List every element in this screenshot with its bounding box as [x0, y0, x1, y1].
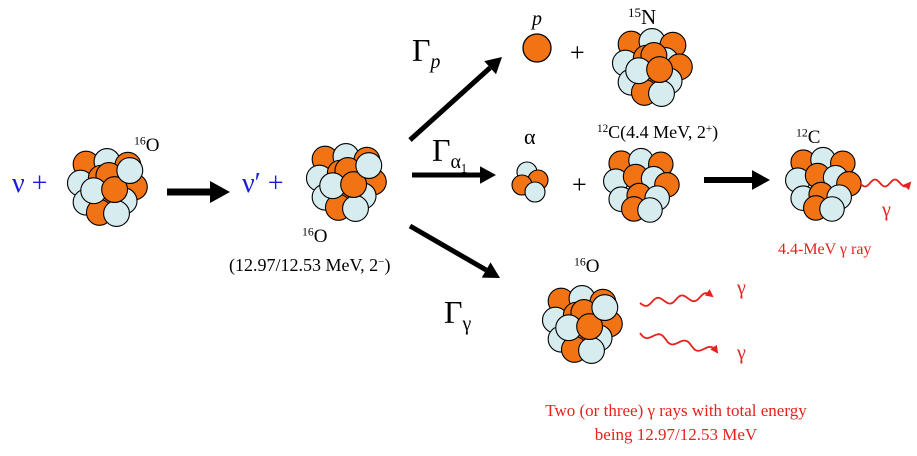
initial-nucleus-mass: 16 — [134, 134, 146, 148]
excited-state-label: (12.97/12.53 MeV, 2−) — [229, 256, 390, 274]
initial-neutrino-label: ν + — [12, 168, 48, 199]
main-reaction-arrow-icon — [167, 181, 230, 203]
alpha-width-subscript: α1 — [450, 150, 468, 176]
alpha-product-symbol: C — [608, 122, 621, 142]
excited-nucleus-label: 16O — [302, 225, 328, 247]
neutron-ball — [637, 197, 663, 223]
gamma-ray-2-wavy-arrow-icon — [639, 332, 719, 354]
excited-nucleus-icon — [305, 142, 387, 222]
alpha-final-label: 12C — [796, 126, 821, 148]
alpha-product-mass: 12 — [597, 122, 609, 135]
alpha-channel-arrow-icon — [412, 166, 496, 184]
alpha-product-label: 12C(4.4 MeV, 2+) — [597, 123, 718, 141]
alpha-label: α — [524, 124, 536, 149]
alpha-width-subscript-index: 1 — [460, 161, 468, 176]
neutron-ball — [524, 181, 546, 203]
alpha-gamma-wavy-arrow-icon — [859, 178, 912, 191]
gamma-width-symbol: Γ — [444, 294, 463, 330]
alpha-final-nucleus-icon — [785, 146, 862, 222]
proton-width-label: Γp — [412, 32, 440, 72]
alpha-icon — [511, 161, 549, 203]
alpha-final-symbol: C — [807, 127, 821, 148]
neutron-ball — [103, 200, 130, 227]
gamma-width-label: Γγ — [444, 294, 471, 334]
proton-ball — [576, 313, 604, 341]
gamma-width-subscript: γ — [462, 312, 472, 335]
alpha-width-label: Γα1 — [432, 132, 467, 174]
gamma-ray-1-wavy-arrow-icon — [639, 289, 714, 307]
alpha-gamma-energy-label: 4.4-MeV γ ray — [778, 241, 872, 258]
proton-ball — [646, 56, 674, 84]
alpha-width-subscript-alpha: α — [450, 150, 461, 173]
excited-state-prefix: (12.97/12.53 MeV, 2 — [229, 255, 379, 275]
proton-label: p — [532, 8, 542, 30]
excited-neutrino-label: ν′ + — [242, 168, 284, 199]
neutron-ball — [578, 337, 605, 364]
excited-state-parity: − — [378, 255, 385, 268]
alpha-product-state-suffix: ) — [712, 122, 719, 142]
alpha-plus: + — [572, 170, 587, 199]
gamma-caption-line1: Two (or three) γ rays with total energy — [545, 401, 807, 420]
alpha-final-mass: 12 — [796, 126, 808, 140]
proton-product-mass: 15 — [628, 4, 642, 20]
neutron-ball — [648, 80, 675, 107]
excited-nucleus-symbol: O — [313, 226, 328, 247]
deexcitation-arrow-icon — [704, 170, 770, 190]
alpha-product-parity: + — [705, 122, 713, 135]
proton-channel-arrow-icon — [408, 57, 502, 142]
gamma-nucleus-label: 16O — [574, 255, 600, 277]
proton-ball — [101, 176, 129, 204]
initial-nucleus-symbol: O — [145, 135, 160, 156]
proton-width-subscript: p — [430, 50, 441, 73]
gamma-channel-arrow-icon — [408, 223, 500, 278]
proton-icon — [522, 33, 552, 63]
proton-product-nucleus-icon — [611, 27, 693, 107]
gamma-ray-2-label: γ — [737, 342, 746, 364]
gamma-nucleus-mass: 16 — [574, 255, 586, 269]
alpha-width-symbol: Γ — [432, 132, 451, 168]
neutron-ball — [819, 196, 845, 222]
initial-nucleus-label: 16O — [134, 134, 160, 156]
proton-product-symbol: N — [641, 5, 657, 29]
proton-plus: + — [570, 38, 585, 67]
neutron-ball — [591, 294, 619, 322]
proton-width-symbol: Γ — [412, 32, 431, 68]
alpha-gamma-label: γ — [882, 199, 891, 221]
alpha-product-nucleus-icon — [603, 147, 680, 223]
proton-ball — [340, 171, 368, 199]
neutron-ball — [342, 195, 369, 222]
gamma-caption-line2: being 12.97/12.53 MeV — [594, 425, 758, 444]
gamma-ray-1-label: γ — [737, 277, 746, 299]
gamma-nucleus-symbol: O — [585, 256, 600, 277]
initial-nucleus-icon — [66, 147, 148, 227]
excited-state-suffix: ) — [384, 255, 391, 275]
neutron-ball — [355, 152, 383, 180]
excited-nucleus-mass: 16 — [302, 225, 314, 239]
proton-product-label: 15N — [628, 4, 657, 29]
neutron-ball — [116, 157, 144, 185]
gamma-channel-nucleus-icon — [541, 284, 623, 364]
alpha-product-state-prefix: (4.4 MeV, 2 — [620, 122, 706, 142]
